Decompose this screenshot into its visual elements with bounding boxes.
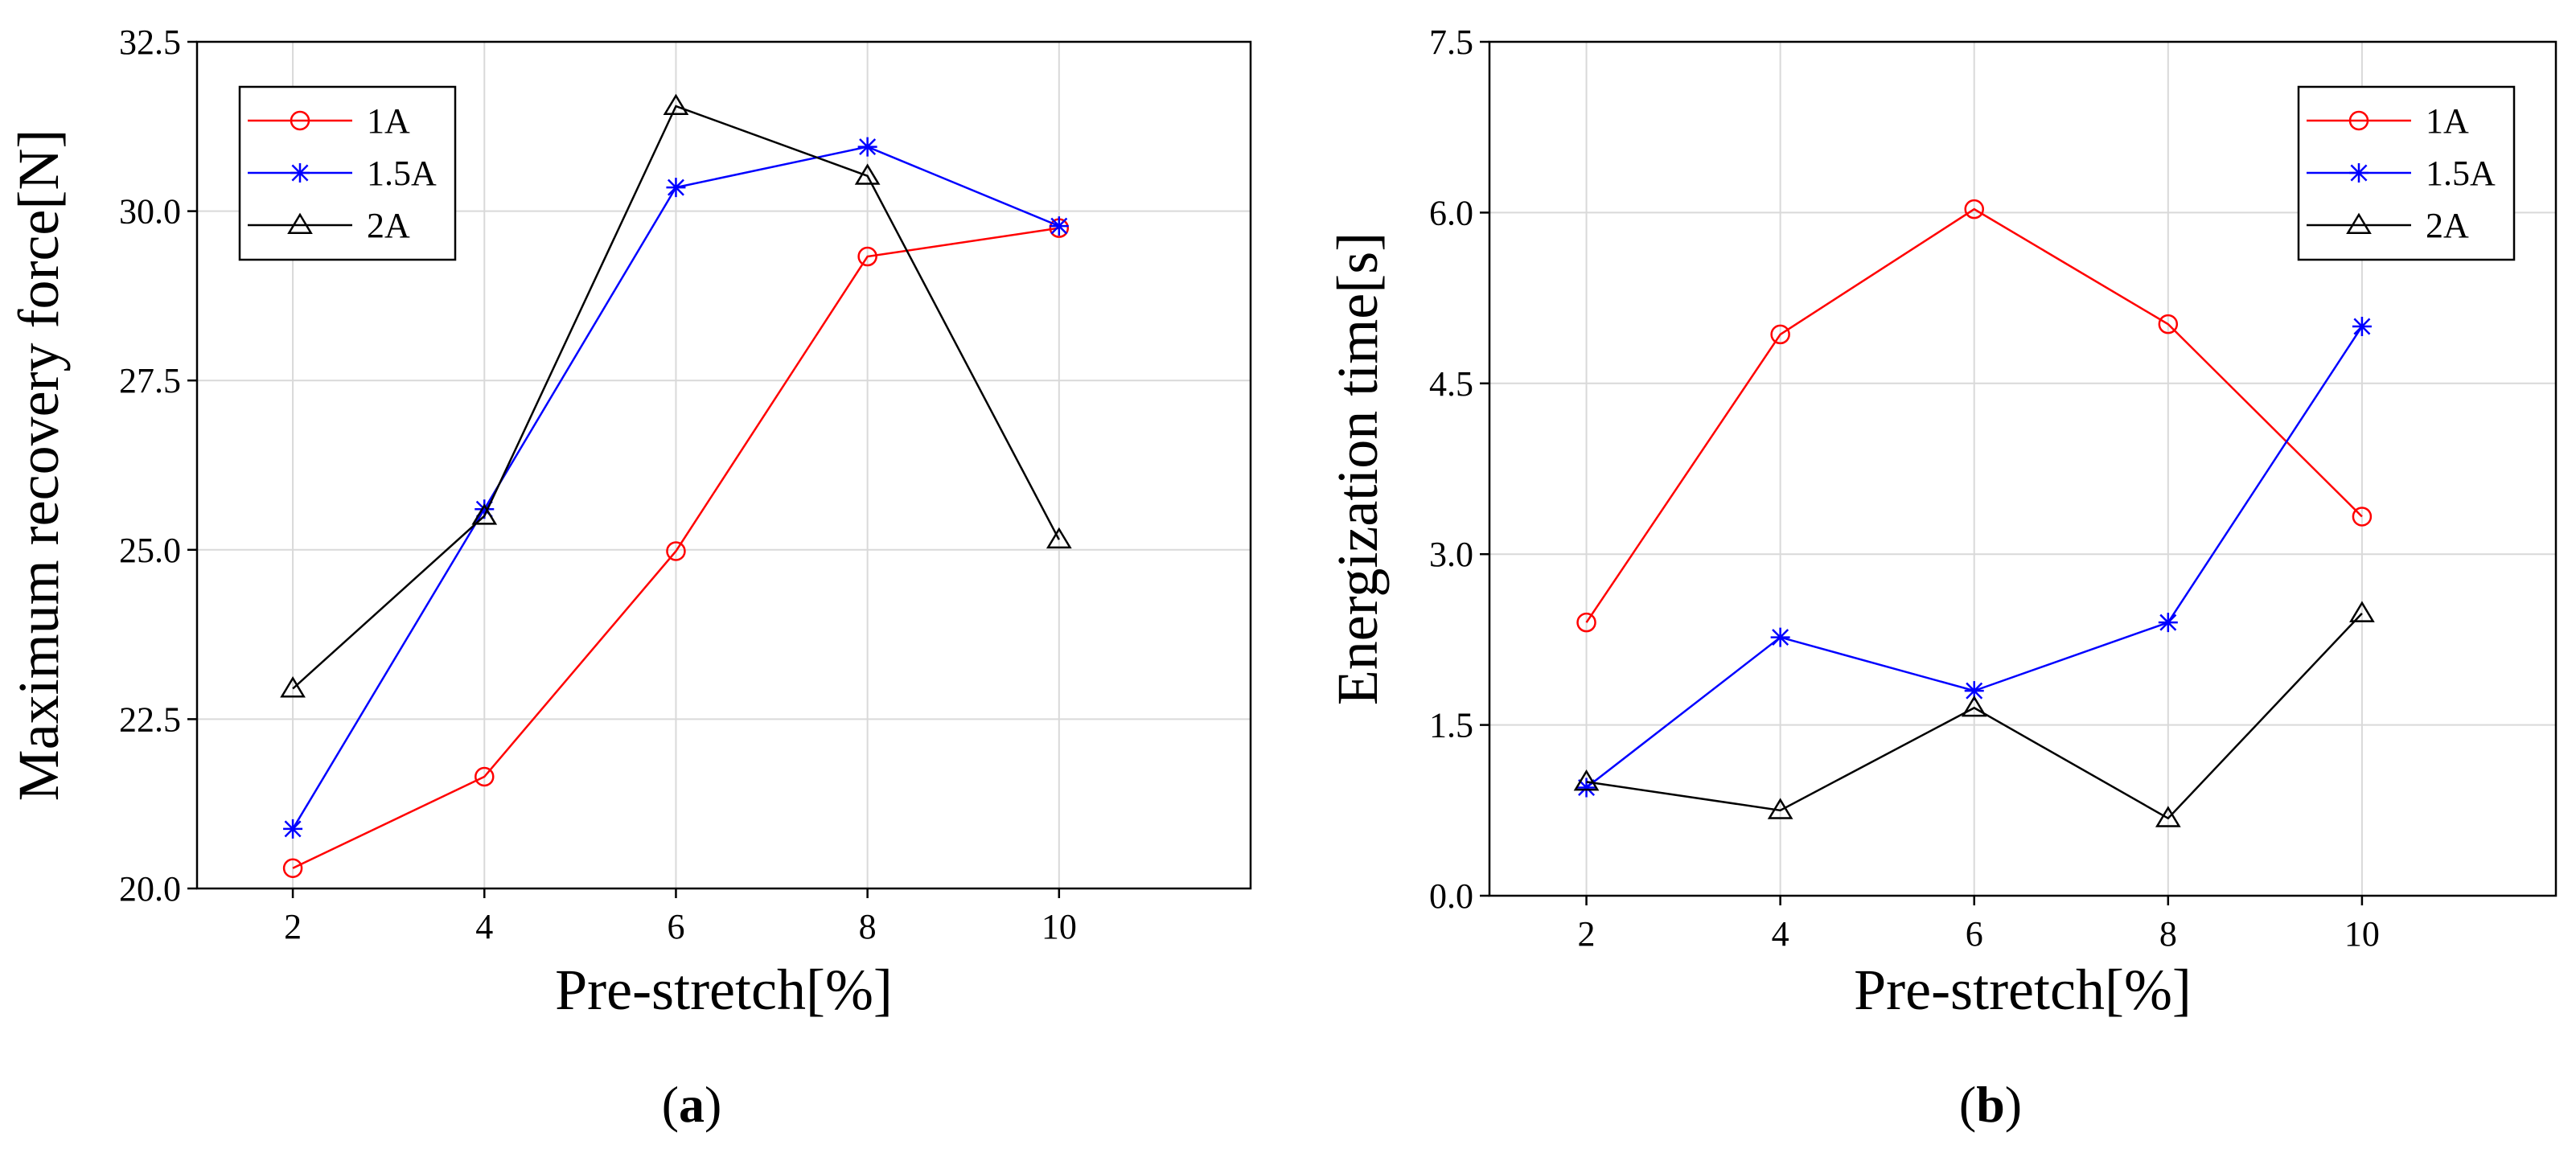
data-point: [2158, 314, 2179, 334]
x-tick-label: 8: [859, 907, 877, 946]
data-point: [282, 858, 303, 878]
x-tick-label: 6: [667, 907, 684, 946]
data-point: [1576, 612, 1596, 633]
data-point: [2349, 601, 2375, 622]
series-line: [1585, 207, 2363, 623]
data-point: [663, 93, 689, 116]
data-point: [2352, 317, 2372, 336]
data-point: [1046, 527, 1072, 549]
legend: 1A 1.5A 2A: [238, 85, 457, 261]
legend-entry: 1A: [248, 101, 410, 141]
series-1.5A: [1576, 317, 2372, 798]
data-point: [666, 178, 686, 198]
y-axis-title: Energization time[s]: [1325, 232, 1390, 705]
x-tick-label: 6: [1966, 914, 1983, 954]
series-line: [1586, 612, 2363, 820]
data-point: [1770, 627, 1790, 647]
data-point: [283, 819, 303, 839]
legend-label: 2A: [367, 206, 410, 245]
y-tick-label: 4.5: [1429, 364, 1473, 404]
series-1A: [1576, 199, 2373, 633]
data-point: [1964, 199, 1984, 220]
data-point: [1576, 778, 1596, 798]
data-point: [1961, 695, 1987, 717]
legend-marker: [2348, 110, 2369, 131]
legend-entry: 1.5A: [248, 154, 437, 193]
data-point: [1573, 769, 1600, 791]
y-tick-label: 0.0: [1429, 876, 1473, 916]
legend-label: 2A: [2426, 206, 2469, 245]
data-point: [1770, 324, 1790, 345]
legend-label: 1.5A: [2426, 154, 2496, 193]
panel-letter: a: [679, 1076, 705, 1133]
data-point: [857, 246, 877, 267]
data-point: [2352, 507, 2373, 527]
plot-frame: [1488, 40, 2558, 897]
legend-marker: [290, 110, 310, 131]
data-point: [666, 541, 686, 561]
data-point: [1767, 798, 1793, 819]
y-tick-label: 7.5: [1429, 23, 1473, 62]
x-tick-label: 10: [1041, 907, 1077, 946]
x-tick-label: 4: [1772, 914, 1789, 954]
chart-panel-b: 0.0 1.5 3.0 4.5 6.0 7.5 2 4 6 8 10 Pre-stretch[%] En…: [1325, 23, 2558, 1133]
series-line: [292, 105, 1060, 690]
data-point: [1964, 681, 1984, 701]
legend-marker: [2346, 212, 2372, 234]
legend-entry: 2A: [2307, 206, 2469, 245]
x-tick-label: 8: [2159, 914, 2177, 954]
legend-entry: 1A: [2307, 101, 2469, 141]
legend-entry: 1.5A: [2307, 154, 2496, 193]
data-point: [2158, 613, 2178, 633]
y-tick-label: 22.5: [119, 700, 181, 739]
y-tick-label: 32.5: [119, 23, 181, 62]
y-tick-label: 20.0: [119, 869, 181, 909]
legend-marker: [290, 163, 310, 183]
y-tick-label: 3.0: [1429, 535, 1473, 574]
panel-label: (a): [662, 1076, 722, 1133]
panel-letter: b: [1976, 1076, 2005, 1133]
legend: 1A 1.5A 2A: [2297, 85, 2516, 261]
data-point: [2155, 806, 2181, 827]
data-point: [857, 137, 877, 157]
x-tick-label: 10: [2344, 914, 2380, 954]
y-axis-title: Maximum recovery force[N]: [6, 129, 71, 802]
legend-label: 1A: [2426, 101, 2469, 141]
x-tick-label: 2: [284, 907, 302, 946]
x-axis-title: Pre-stretch[%]: [555, 958, 893, 1022]
plot-frame: [195, 40, 1252, 890]
panel-label: (b): [1959, 1076, 2022, 1133]
y-tick-label: 6.0: [1429, 193, 1473, 232]
x-axis-title: Pre-stretch[%]: [1854, 958, 2192, 1022]
chart-panel-a: 20.0 22.5 25.0 27.5 30.0 32.5 2 4 6 8 10 Pre-stretc…: [6, 23, 1252, 1133]
y-tick-label: 27.5: [119, 361, 181, 400]
data-point: [854, 163, 881, 185]
series-1.5A: [283, 137, 1069, 839]
x-tick-label: 4: [475, 907, 493, 946]
legend-marker: [287, 212, 313, 234]
x-tick-label: 2: [1578, 914, 1596, 954]
legend-label: 1A: [367, 101, 410, 141]
legend-marker: [2349, 163, 2369, 183]
data-point: [1049, 216, 1069, 236]
series-2A: [280, 93, 1072, 698]
data-point: [475, 766, 495, 787]
series-2A: [1573, 601, 2375, 827]
legend-entry: 2A: [248, 206, 410, 245]
series-line: [292, 227, 1060, 869]
y-tick-label: 1.5: [1429, 706, 1473, 745]
data-point: [475, 499, 495, 519]
data-point: [471, 503, 498, 525]
y-tick-label: 30.0: [119, 192, 181, 232]
legend-label: 1.5A: [367, 154, 437, 193]
y-tick-label: 25.0: [119, 531, 181, 570]
data-point: [280, 676, 306, 698]
